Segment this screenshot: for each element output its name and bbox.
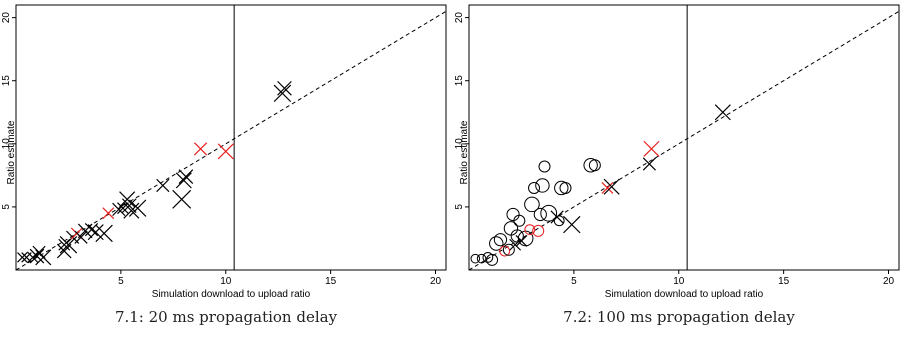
data-point-circle (528, 181, 541, 194)
y-axis-title: Ratio estimate (6, 120, 17, 184)
data-point-cross (515, 235, 528, 247)
chart-caption-right: 7.2: 100 ms propagation delay (563, 308, 795, 326)
data-point-cross (156, 178, 170, 193)
x-tick-label: 5 (571, 276, 577, 287)
data-point-circle (486, 253, 499, 266)
data-point-circle (470, 253, 481, 264)
data-point-cross (26, 251, 39, 264)
data-point-cross (123, 202, 140, 219)
chart-panel-left: 5 10 15 20 5 10 15 20 Simulation download to upl… (0, 0, 452, 343)
y-tick-label: 20 (1, 12, 12, 24)
data-point-circle (489, 236, 504, 251)
data-point-circle (482, 251, 494, 263)
data-point-circle (535, 178, 550, 193)
y-tick-label: 5 (454, 204, 465, 210)
data-point-circle (510, 229, 524, 243)
plot-area (16, 5, 446, 270)
data-point-circle (517, 230, 534, 247)
y-axis-title: Ratio estimate (459, 120, 470, 184)
y-tick-label: 5 (1, 204, 12, 210)
data-point-circle (532, 224, 545, 237)
chart-panel-right: 5 10 15 20 5 10 15 20 Simulation download to upl… (453, 0, 905, 343)
x-tick-label: 15 (778, 276, 790, 287)
data-point-circle (476, 253, 487, 264)
x-tick-label: 20 (883, 276, 895, 287)
data-point-circle (524, 196, 540, 213)
y-tick-label: 15 (454, 75, 465, 87)
data-point-circle (506, 207, 520, 222)
data-point-cross (119, 191, 136, 208)
data-point-cross (603, 178, 620, 195)
data-point-cross (273, 84, 292, 103)
data-point-cross (172, 189, 192, 209)
x-tick-label: 20 (430, 276, 442, 287)
data-point-cross (178, 169, 194, 184)
reference-line (16, 10, 446, 270)
data-point-cross (277, 80, 292, 96)
data-point-circle (538, 160, 551, 173)
data-point-cross (95, 224, 113, 243)
data-point-cross (128, 199, 147, 217)
y-tick-label: 10 (1, 138, 12, 150)
data-point-cross (17, 252, 28, 263)
data-point-cross (642, 157, 657, 171)
x-tick-label: 10 (220, 276, 232, 287)
data-point-circle (540, 204, 558, 222)
scatter-plot-left: 5 10 15 20 5 10 15 20 Simulation download to upl… (1, 4, 447, 300)
data-point-cross (550, 210, 564, 224)
data-point-cross (217, 143, 234, 160)
data-point-cross (29, 248, 45, 264)
data-point-circle (588, 159, 601, 172)
data-point-cross (601, 182, 614, 194)
data-point-cross (112, 202, 126, 217)
data-point-circle (559, 181, 572, 194)
data-point-cross (35, 249, 52, 266)
data-point-cross (714, 104, 731, 121)
x-tick-label: 5 (118, 276, 124, 287)
data-point-circle (502, 243, 515, 256)
data-point-cross (563, 215, 581, 234)
plot-area (469, 5, 899, 270)
data-point-circle (554, 180, 569, 196)
reference-line (469, 10, 899, 270)
data-point-circle (553, 215, 565, 227)
y-tick-label: 20 (454, 12, 465, 24)
plot-frame (468, 4, 900, 271)
data-point-cross (56, 243, 72, 259)
data-point-cross (175, 172, 192, 189)
data-point-circle (503, 221, 519, 236)
data-point-circle (524, 224, 536, 236)
data-point-cross (117, 202, 129, 215)
data-point-circle (493, 233, 508, 247)
x-tick-label: 15 (325, 276, 337, 287)
data-point-circle (513, 214, 526, 227)
data-point-cross (87, 224, 104, 241)
data-point-circle (533, 207, 547, 222)
data-point-cross (102, 207, 115, 220)
data-point-cross (643, 140, 660, 157)
data-point-circle (583, 158, 598, 173)
plot-frame (15, 4, 447, 271)
data-point-cross (121, 198, 137, 213)
data-point-cross (74, 230, 88, 244)
chart-caption-left: 7.1: 20 ms propagation delay (114, 308, 338, 326)
y-tick-label: 15 (1, 75, 12, 87)
data-point-cross (32, 245, 46, 259)
x-axis-title: Simulation download to upload ratio (152, 289, 311, 300)
x-axis-title: Simulation download to upload ratio (605, 289, 764, 300)
data-point-cross (193, 142, 208, 156)
y-tick-label: 10 (454, 138, 465, 150)
x-tick-label: 10 (673, 276, 685, 287)
scatter-plot-right: 5 10 15 20 5 10 15 20 Simulation download to upl… (454, 4, 900, 300)
